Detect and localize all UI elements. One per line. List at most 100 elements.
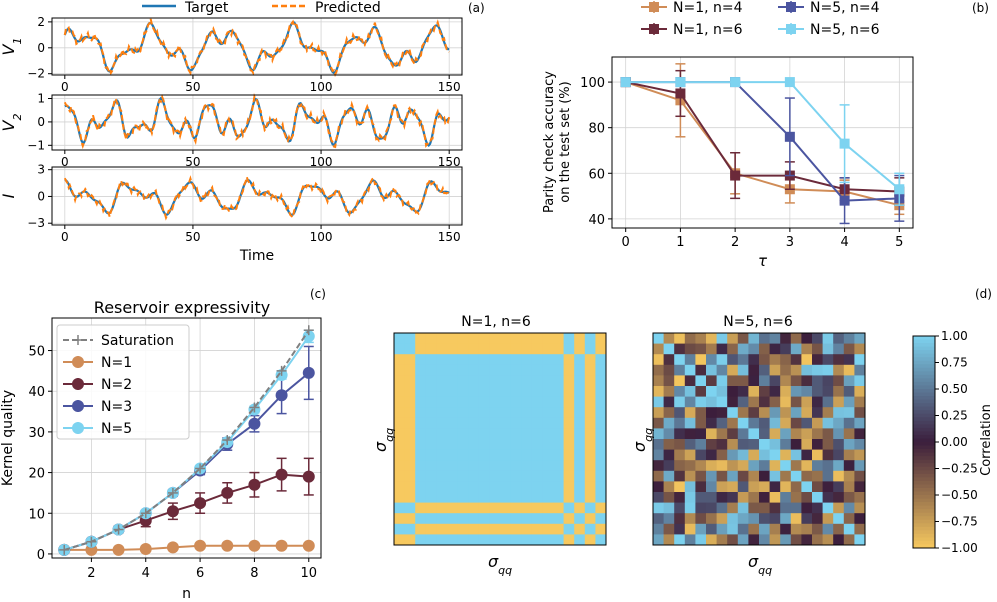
heatmap-right-cell: [684, 386, 696, 397]
heatmap-right-cell: [716, 417, 728, 429]
ytick-label-a: 2: [37, 15, 45, 29]
heatmap-right-cell: [706, 417, 717, 429]
heatmap-left-cell: [394, 354, 405, 366]
ytick-label-c: 20: [28, 467, 45, 482]
heatmap-left-cell: [436, 449, 448, 461]
heatmap-right-cell: [674, 375, 686, 387]
heatmap-left-cell: [553, 343, 564, 355]
heatmap-left-cell: [489, 417, 501, 429]
heatmap-left-cell: [553, 534, 564, 546]
heatmap-right-cell: [801, 534, 813, 546]
heatmap-left-cell: [510, 354, 522, 366]
heatmap-right-cell: [780, 449, 792, 461]
heatmap-left-cell: [468, 333, 480, 344]
heatmap-right-cell: [812, 396, 823, 408]
heatmap-left-cell: [553, 470, 564, 482]
heatmap-right-cell: [653, 396, 664, 408]
heatmap-right-cell: [843, 470, 855, 482]
svg-text:N=5, n=4: N=5, n=4: [810, 0, 880, 16]
heatmap-left-cell: [500, 439, 511, 450]
heatmap-right-cell: [833, 481, 845, 493]
heatmap-right-cell: [663, 343, 675, 355]
heatmap-right-cell: [663, 534, 675, 546]
heatmap-left-cell: [394, 523, 405, 535]
marker-c: [302, 366, 315, 379]
heatmap-right-cell: [748, 396, 760, 408]
heatmap-right-cell: [780, 481, 792, 493]
heatmap-left-cell: [489, 407, 501, 419]
heatmap-left-cell: [595, 492, 607, 503]
heatmap-right-cell: [854, 343, 866, 355]
marker-c: [302, 330, 315, 343]
heatmap-right-cell: [843, 492, 855, 503]
marker-b: [839, 195, 850, 206]
heatmap-left-cell: [478, 492, 490, 503]
series-line-b-3: [625, 81, 900, 190]
heatmap-left-cell: [447, 449, 458, 461]
legend-a: Target Predicted: [142, 0, 381, 16]
heatmap-right-cell: [706, 470, 717, 482]
heatmap-left-cell: [468, 523, 480, 535]
heatmap-right-cell: [663, 407, 675, 419]
heatmap-left-cell: [521, 481, 533, 493]
heatmap-left-cell: [478, 364, 490, 376]
heatmap-left-cell: [478, 523, 490, 535]
heatmap-right-cell: [727, 513, 739, 525]
xtick-label-c: 8: [250, 566, 258, 581]
heatmap-right-cell: [790, 513, 802, 525]
heatmap-left-cell: [478, 460, 490, 472]
heatmap-left-cell: [425, 417, 437, 429]
heatmap-left-cell: [510, 513, 522, 525]
heatmap-left-cell: [478, 333, 490, 344]
ytick-label-a: −1: [27, 138, 45, 152]
heatmap-right-cell: [822, 407, 834, 419]
heatmap-left-cell: [510, 460, 522, 472]
heatmap-left-cell: [404, 364, 416, 376]
heatmap-left-cell: [457, 396, 469, 408]
heatmap-right-cell: [854, 407, 866, 419]
heatmap-left-cell: [595, 523, 607, 535]
heatmap-right-cell: [674, 492, 686, 503]
heatmap-right-cell: [663, 417, 675, 429]
marker-b: [620, 77, 631, 88]
heatmap-left-cell: [447, 502, 458, 514]
heatmap-right-cell: [822, 439, 834, 450]
heatmap-left-cell: [595, 386, 607, 397]
heatmap-right-cell: [833, 333, 845, 344]
heatmap-left-cell: [468, 417, 480, 429]
heatmap-right-cell: [822, 449, 834, 461]
panel-a-timeseries: 0 50 100 150 −2 0 2 V1 0 50 100 150 −1 0 1 V2 0 50 100 150 −…: [0, 15, 463, 244]
heatmap-right-cell: [653, 375, 664, 387]
heatmap-right-cell: [716, 396, 728, 408]
heatmap-right-cell: [833, 449, 845, 461]
heatmap-left-cell: [404, 375, 416, 387]
heatmap-left-cell: [510, 481, 522, 493]
heatmap-right-cell: [780, 386, 792, 397]
svg-text:N=5, n=6: N=5, n=6: [810, 22, 880, 38]
heatmap-left-cell: [468, 343, 480, 355]
marker-b: [784, 131, 795, 142]
heatmap-right-cell: [812, 502, 823, 514]
heatmap-left-cell: [510, 449, 522, 461]
heatmap-right-cell: [727, 333, 739, 344]
heatmap-left-cell: [574, 343, 586, 355]
heatmap-left-cell: [563, 417, 575, 429]
heatmap-left-cell: [553, 407, 564, 419]
heatmap-left-cell: [457, 428, 469, 440]
heatmap-left-cell: [478, 354, 490, 366]
heatmap-left-cell: [425, 449, 437, 461]
heatmap-right-cell: [748, 481, 760, 493]
sigma-sub: qq: [642, 428, 655, 442]
colorbar-segment: [913, 392, 935, 397]
ytick-label-a: 0: [37, 115, 45, 129]
xtick-label-c: 6: [196, 566, 204, 581]
legend-b-n1n4: N=1, n=4: [641, 0, 743, 16]
heatmap-right-cell: [769, 407, 781, 419]
heatmap-left-cell: [553, 386, 564, 397]
ytick-label-a: 0: [37, 189, 45, 203]
heatmap-right-cell: [716, 523, 728, 535]
xtick-label-a: 0: [61, 80, 69, 94]
heatmap-right-cell: [843, 513, 855, 525]
heatmap-right-cell: [706, 428, 717, 440]
heatmap-left-cell: [478, 470, 490, 482]
